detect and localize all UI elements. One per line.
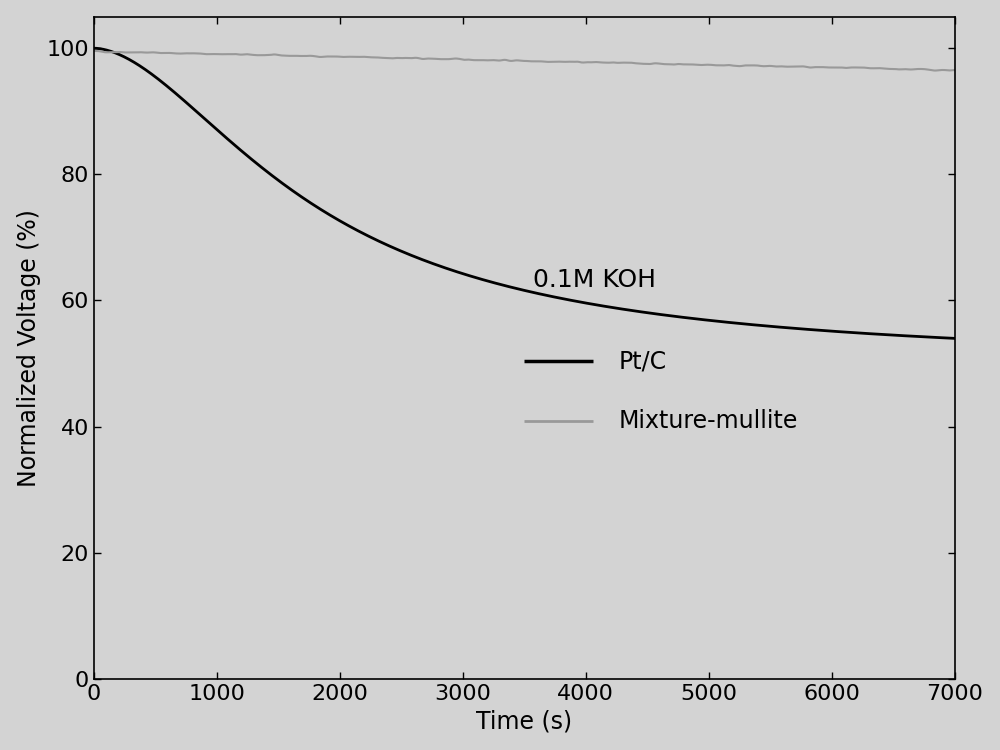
Y-axis label: Normalized Voltage (%): Normalized Voltage (%) (17, 209, 41, 487)
X-axis label: Time (s): Time (s) (476, 710, 572, 734)
Text: 0.1M KOH: 0.1M KOH (533, 268, 656, 292)
Text: Mixture-mullite: Mixture-mullite (619, 409, 798, 433)
Text: Pt/C: Pt/C (619, 349, 667, 373)
